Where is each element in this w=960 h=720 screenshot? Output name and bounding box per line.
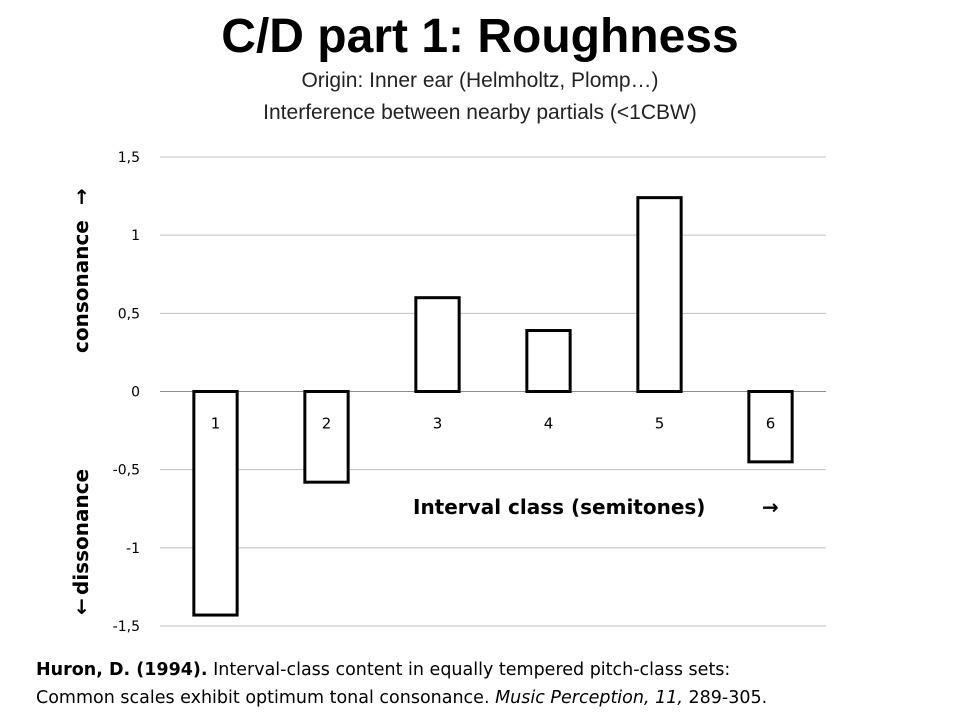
citation-line-1: Huron, D. (1994). Interval-class content… xyxy=(36,656,946,684)
category-label: 1 xyxy=(211,415,221,433)
arrow-up-icon: → xyxy=(69,188,93,205)
category-label: 4 xyxy=(544,415,554,433)
gridlines xyxy=(160,156,826,627)
bar-interval-5 xyxy=(636,196,683,393)
y-tick-label: 1 xyxy=(131,228,140,244)
bar-interval-3 xyxy=(414,296,461,394)
y-tick-label: 0,5 xyxy=(118,306,140,322)
y-tick-label: 0 xyxy=(131,385,140,401)
subtitle-origin: Origin: Inner ear (Helmholtz, Plomp…) xyxy=(301,69,659,92)
category-label: 3 xyxy=(433,415,443,433)
y-axis-label-dissonance: ← dissonance xyxy=(69,469,93,615)
bars xyxy=(192,196,794,617)
arrow-down-icon: ← xyxy=(69,598,93,615)
citation-journal: Music Perception, 11, xyxy=(495,688,683,708)
x-axis-title: Interval class (semitones) xyxy=(413,495,705,519)
bar-interval-4 xyxy=(525,329,572,393)
x-axis-label: Interval class (semitones) → xyxy=(413,495,779,519)
bar-interval-1 xyxy=(192,390,239,617)
arrow-right-icon: → xyxy=(762,495,779,519)
consonance-label: consonance xyxy=(69,220,93,353)
subtitle-interference: Interference between nearby partials (<1… xyxy=(263,101,697,124)
citation-pages: 289-305. xyxy=(682,688,768,708)
dissonance-label: dissonance xyxy=(69,469,93,595)
slide-title: C/D part 1: Roughness xyxy=(221,10,739,63)
citation-author: Huron, D. (1994). xyxy=(36,660,208,680)
bar-interval-2 xyxy=(303,390,350,484)
category-labels: 1 2 3 4 5 6 xyxy=(211,415,776,433)
y-tick-label: -0,5 xyxy=(113,463,140,479)
category-label: 2 xyxy=(322,415,332,433)
y-axis-ticks: 1,5 1 0,5 0 -0,5 -1 -1,5 xyxy=(113,150,140,635)
category-label: 6 xyxy=(766,415,776,433)
citation: Huron, D. (1994). Interval-class content… xyxy=(36,656,946,712)
y-axis-label-consonance: consonance → xyxy=(69,188,93,353)
citation-text-2: Common scales exhibit optimum tonal cons… xyxy=(36,688,496,708)
y-tick-label: -1,5 xyxy=(113,619,140,635)
category-label: 5 xyxy=(655,415,665,433)
y-tick-label: -1 xyxy=(126,541,140,557)
y-tick-label: 1,5 xyxy=(118,150,140,166)
bar-interval-6 xyxy=(747,390,794,464)
citation-text-1: Interval-class content in equally temper… xyxy=(207,660,731,680)
citation-line-2: Common scales exhibit optimum tonal cons… xyxy=(36,684,946,712)
bar-chart: 1,5 1 0,5 0 -0,5 -1 -1,5 1 2 3 4 5 6 consonance → ←… xyxy=(69,150,826,635)
